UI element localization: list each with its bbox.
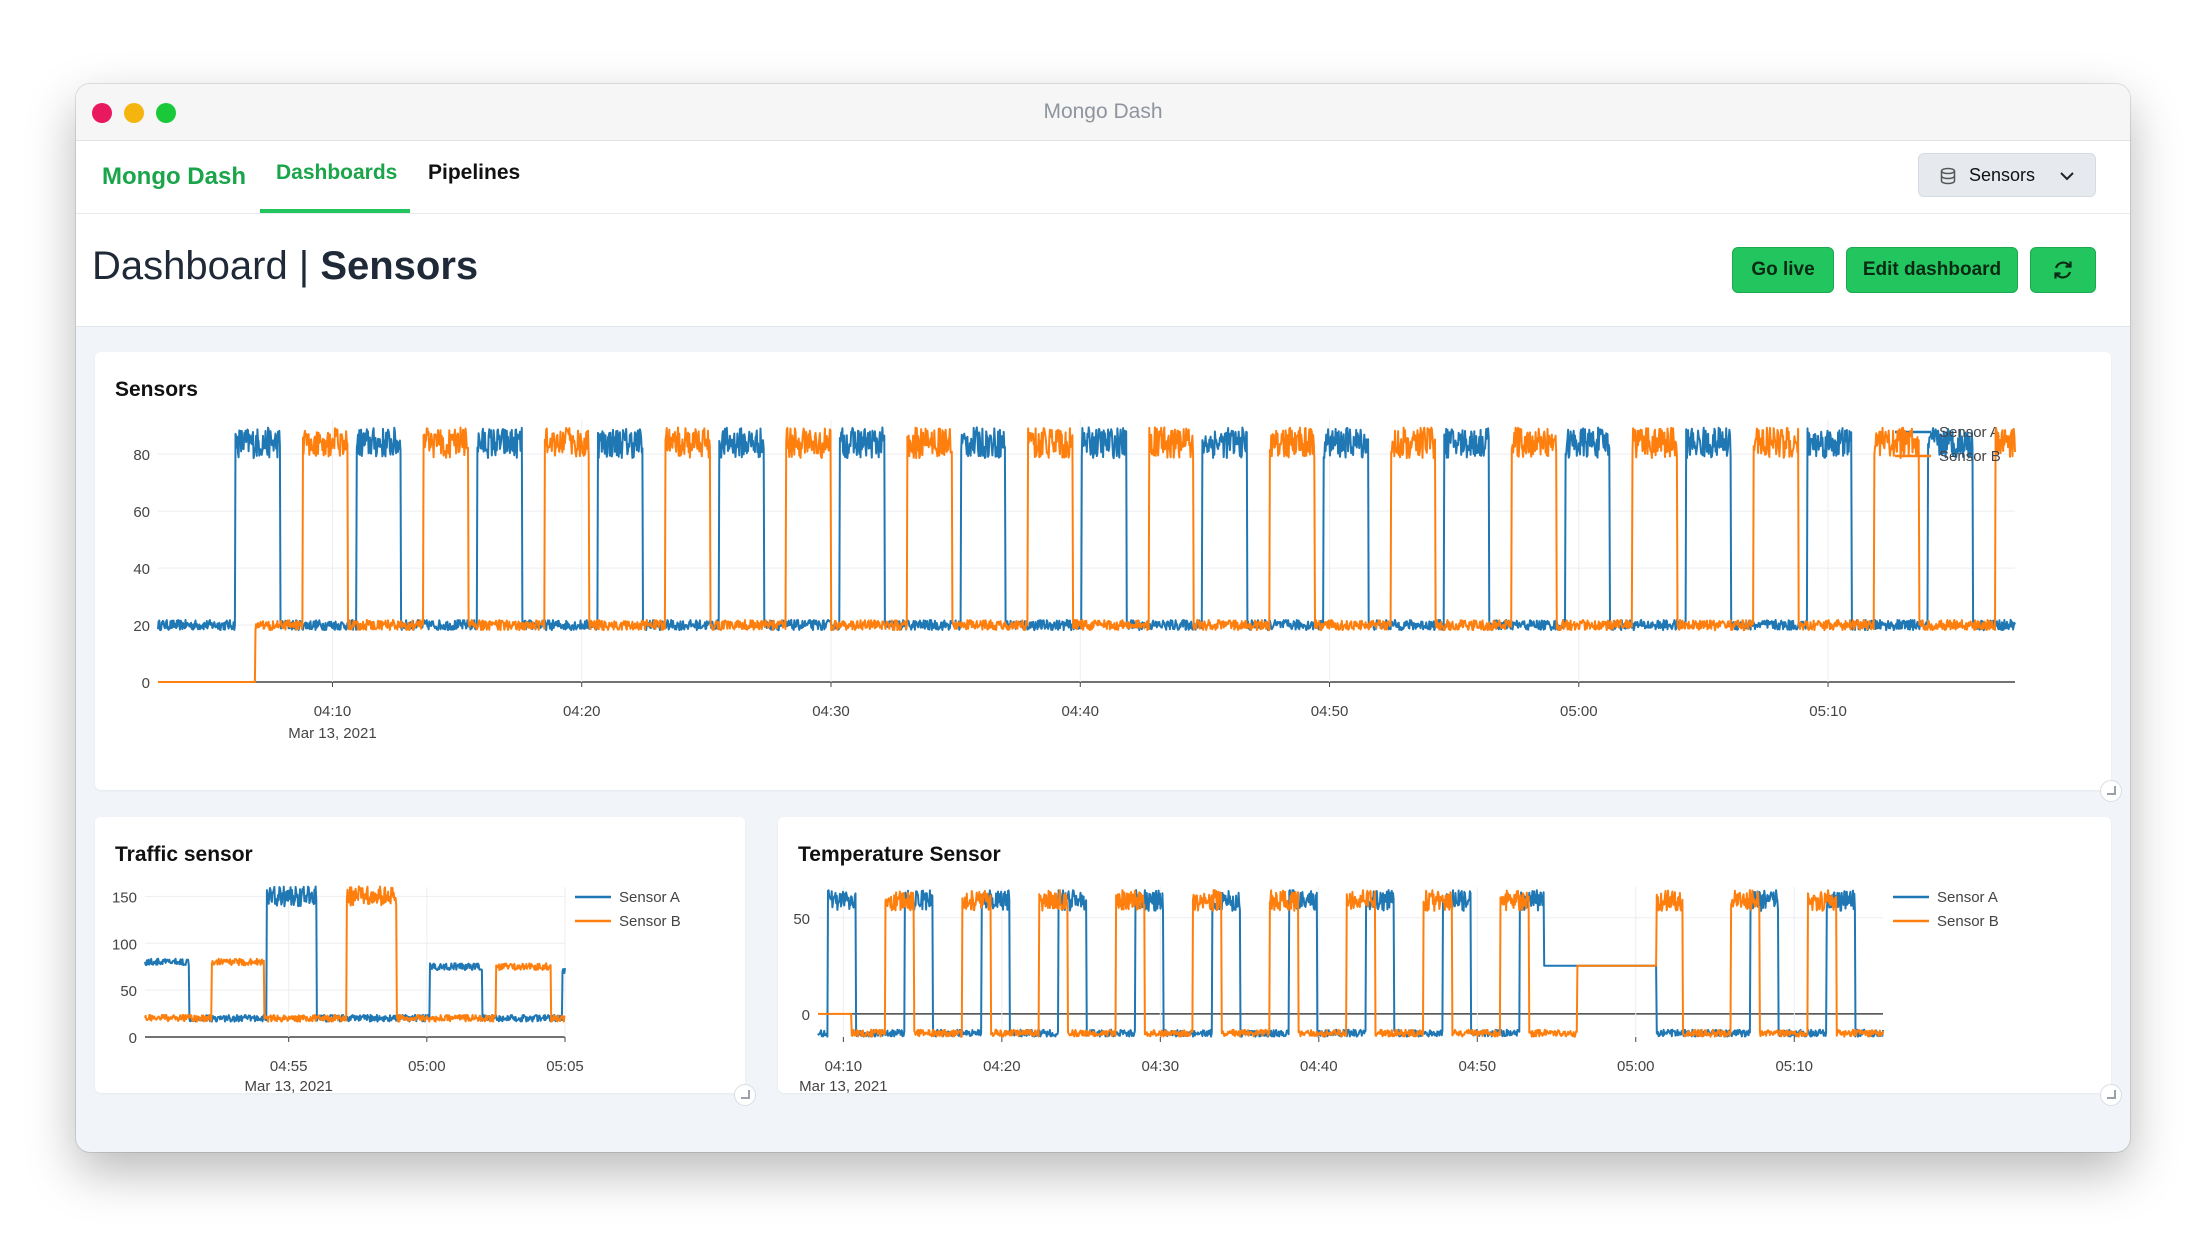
x-date-label: Mar 13, 2021: [244, 1078, 332, 1093]
x-date-label: Mar 13, 2021: [799, 1078, 887, 1093]
go-live-button[interactable]: Go live: [1732, 247, 1834, 293]
app-window: Mongo Dash Mongo Dash Dashboards Pipelin…: [76, 84, 2130, 1152]
tab-pipelines[interactable]: Pipelines: [428, 161, 521, 184]
top-nav: Mongo Dash Dashboards Pipelines Sensors: [76, 141, 2130, 214]
x-tick-label: 05:05: [546, 1058, 584, 1075]
series-line-sensor-b: [144, 885, 566, 1023]
close-window-button[interactable]: [92, 103, 112, 123]
series-line-sensor-a: [157, 426, 2016, 632]
page-title-prefix: Dashboard |: [92, 244, 321, 288]
title-bar: Mongo Dash: [76, 84, 2130, 141]
traffic-sensor-chart[interactable]: 0 50 100 150 04:55 Mar 13, 2021 05:00 05:05 Sens…: [95, 817, 745, 1093]
chevron-down-icon: [2059, 169, 2075, 187]
database-icon: [1939, 167, 1957, 190]
x-tick-label: 05:10: [1775, 1058, 1813, 1075]
page-title-dashboard-name: Sensors: [320, 244, 479, 288]
resize-handle-icon[interactable]: [2100, 1084, 2122, 1106]
legend-label: Sensor B: [619, 913, 681, 930]
y-tick-label: 0: [802, 1007, 810, 1024]
y-tick-label: 100: [112, 936, 137, 953]
sensors-chart-card: Sensors 0 20 40 60 80 04:10 Mar 13, 2021 04:20 0…: [95, 352, 2111, 790]
minimize-window-button[interactable]: [124, 103, 144, 123]
window-title: Mongo Dash: [1043, 100, 1163, 123]
temperature-sensor-chart[interactable]: 0 50 04:10 Mar 13, 2021 04:20 04:30 04:40 04:50…: [778, 817, 2111, 1093]
refresh-icon: [2052, 261, 2074, 286]
x-tick-label: 04:10: [825, 1058, 863, 1075]
refresh-button[interactable]: [2030, 247, 2096, 293]
y-tick-label: 80: [133, 447, 150, 464]
x-tick-label: 04:20: [983, 1058, 1021, 1075]
x-tick-label: 05:00: [1617, 1058, 1655, 1075]
legend-label: Sensor B: [1939, 448, 2001, 465]
x-tick-label: 04:30: [1142, 1058, 1180, 1075]
x-tick-label: 04:40: [1300, 1058, 1338, 1075]
legend-label: Sensor B: [1937, 913, 1999, 930]
x-tick-label: 05:00: [408, 1058, 446, 1075]
resize-handle-icon[interactable]: [734, 1084, 756, 1106]
x-tick-label: 04:20: [563, 703, 601, 720]
database-select-label: Sensors: [1969, 165, 2036, 185]
page-header: Dashboard | Sensors Go live Edit dashboa…: [76, 214, 2130, 327]
x-tick-label: 04:10: [314, 703, 352, 720]
resize-handle-icon[interactable]: [2100, 780, 2122, 802]
brand-logo[interactable]: Mongo Dash: [102, 163, 246, 190]
y-tick-label: 60: [133, 504, 150, 521]
tab-dashboards[interactable]: Dashboards: [276, 161, 398, 184]
chart-title: Traffic sensor: [115, 843, 253, 866]
legend-label: Sensor A: [1937, 889, 1998, 906]
page-title: Dashboard | Sensors: [92, 244, 478, 289]
chart-title: Temperature Sensor: [798, 843, 1001, 866]
x-tick-label: 04:50: [1311, 703, 1349, 720]
traffic-sensor-chart-card: Traffic sensor 0 50 100 150 04:55 Mar 13, 202…: [95, 817, 745, 1093]
x-tick-label: 04:40: [1061, 703, 1099, 720]
y-tick-label: 150: [112, 889, 137, 906]
legend-label: Sensor A: [1939, 424, 2000, 441]
zoom-window-button[interactable]: [156, 103, 176, 123]
database-select[interactable]: Sensors: [1918, 153, 2096, 197]
temperature-sensor-chart-card: Temperature Sensor 0 50 04:10 Mar 13, 2021 0…: [778, 817, 2111, 1093]
legend-label: Sensor A: [619, 889, 680, 906]
x-tick-label: 04:30: [812, 703, 850, 720]
sensors-chart[interactable]: 0 20 40 60 80 04:10 Mar 13, 2021 04:20 04:30 04:4…: [95, 352, 2111, 790]
series-line-sensor-b: [817, 889, 1884, 1038]
x-tick-label: 05:00: [1560, 703, 1598, 720]
chart-grid: [158, 420, 2015, 687]
y-tick-label: 50: [793, 911, 810, 928]
x-tick-label: 05:10: [1809, 703, 1847, 720]
x-tick-label: 04:55: [270, 1058, 308, 1075]
edit-dashboard-button[interactable]: Edit dashboard: [1846, 247, 2018, 293]
active-tab-indicator: [260, 209, 410, 213]
x-date-label: Mar 13, 2021: [288, 725, 376, 742]
series-line-sensor-a: [144, 885, 566, 1023]
y-tick-label: 40: [133, 561, 150, 578]
chart-title: Sensors: [115, 378, 198, 401]
y-tick-label: 20: [133, 618, 150, 635]
x-tick-label: 04:50: [1459, 1058, 1497, 1075]
y-tick-label: 0: [142, 675, 150, 692]
y-tick-label: 50: [120, 983, 137, 1000]
chart-grid: [818, 887, 1883, 1042]
series-line-sensor-b: [157, 426, 2016, 683]
y-tick-label: 0: [129, 1030, 137, 1047]
